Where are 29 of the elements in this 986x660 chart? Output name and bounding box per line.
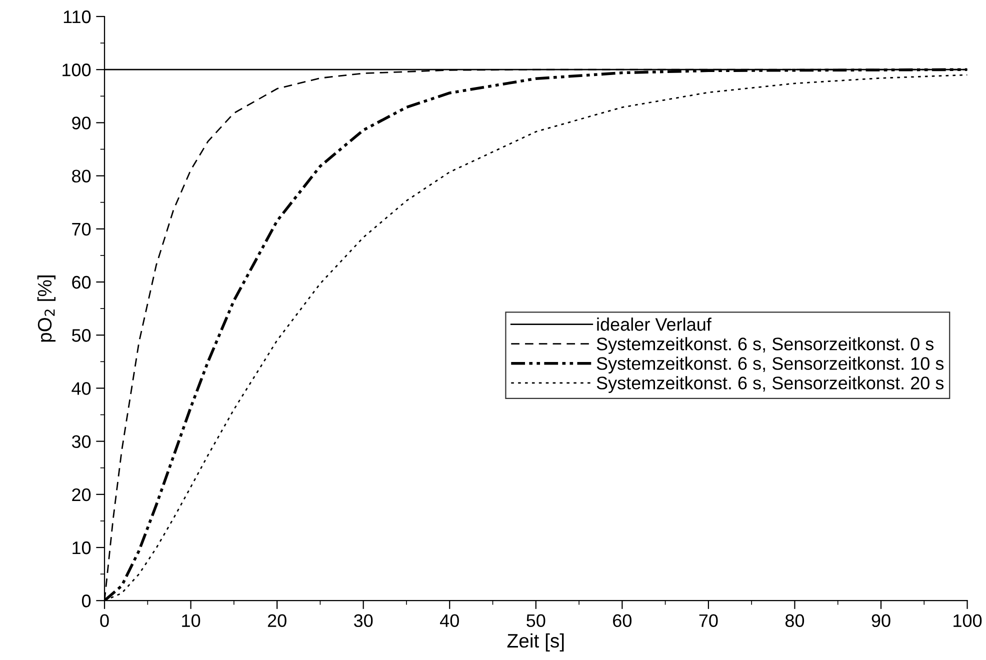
y-tick-label: 110 [64,10,91,24]
y-tick-label: 90 [72,116,91,130]
x-tick-label: 50 [526,614,546,628]
x-axis-title: Zeit [s] [507,633,564,652]
x-tick-label: 80 [785,614,804,628]
y-tick-label: 80 [72,170,91,183]
x-tick-label: 10 [182,614,200,628]
x-tick-label: 40 [440,614,459,628]
x-tick-label: 0 [100,614,109,628]
y-tick-label: 50 [72,329,91,342]
y-tick-label: 30 [72,435,91,448]
x-tick-label: 90 [872,614,890,628]
legend-label: idealer Verlauf [597,318,712,331]
x-tick-label: 70 [699,614,718,628]
x-tick-label: 20 [268,614,286,628]
y-tick-label: 70 [72,222,91,236]
legend-label: Systemzeitkonst. 6 s, Sensorzeitkonst. 0 s [596,337,934,354]
y-tick-label: 20 [72,488,91,502]
y-tick-label: 10 [72,541,91,554]
x-tick-label: 60 [613,614,632,628]
y-tick-label: 0 [82,594,91,608]
y-tick-label: 100 [62,64,91,76]
y-tick-label: 40 [72,382,91,395]
x-tick-label: 30 [354,614,373,628]
legend-label: Systemzeitkonst. 6 s, Sensorzeitkonst. 10 s [596,356,944,374]
y-tick-label: 60 [72,276,91,289]
y-axis-title: pO$_{2}$ [%] [37,276,56,342]
x-tick-label: 100 [954,614,982,628]
legend-label: Systemzeitkonst. 6 s, Sensorzeitkonst. 20 s [596,376,944,394]
